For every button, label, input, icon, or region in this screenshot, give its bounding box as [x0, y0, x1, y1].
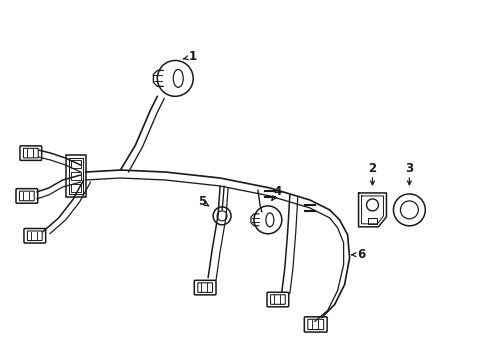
Bar [69, 158, 83, 194]
Bar [368, 218, 377, 224]
Bar [66, 155, 86, 197]
Text: 3: 3 [405, 162, 414, 175]
Text: 6: 6 [357, 248, 366, 261]
Bar [71, 160, 81, 168]
Text: 4: 4 [274, 185, 282, 198]
Text: 5: 5 [198, 195, 206, 208]
Text: 1: 1 [189, 50, 197, 63]
Bar [71, 184, 81, 192]
Bar [71, 172, 81, 180]
Text: 2: 2 [368, 162, 377, 175]
